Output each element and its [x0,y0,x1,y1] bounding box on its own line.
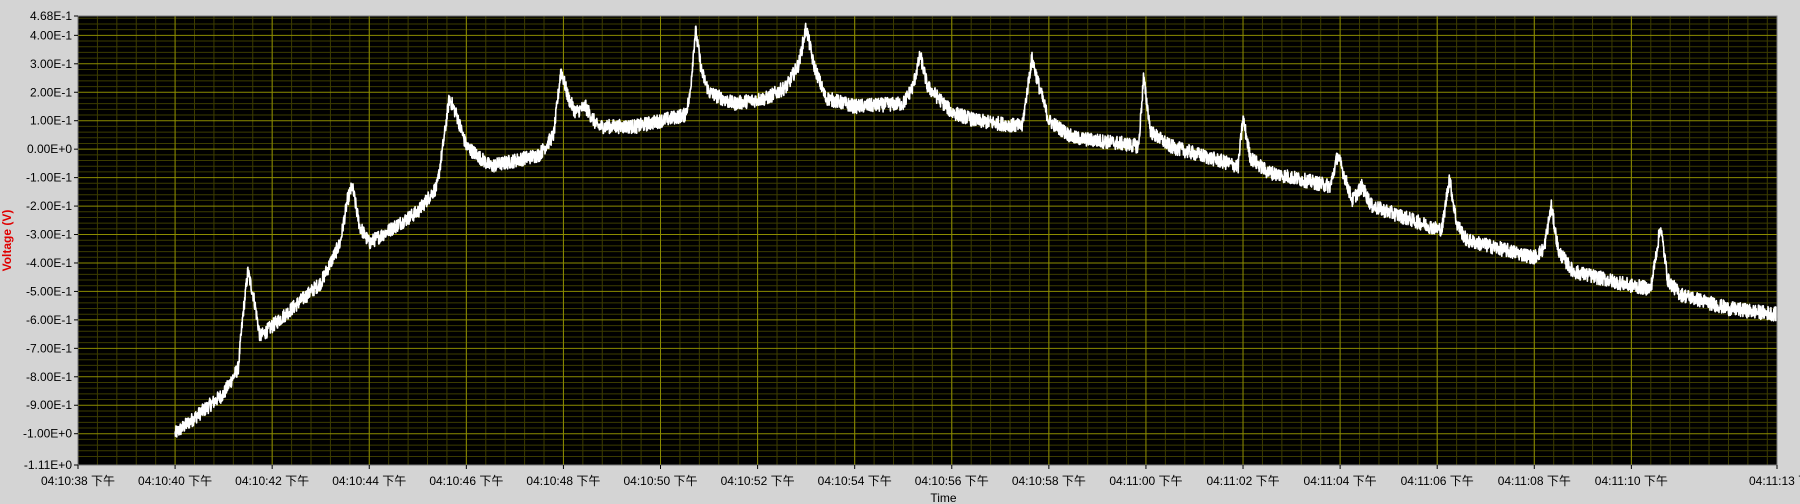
x-tick-label: 04:10:38 下午 [41,474,115,488]
x-tick-label: 04:10:40 下午 [138,474,212,488]
y-tick-label: 3.00E-1 [30,57,72,71]
y-tick-label: 0.00E+0 [27,142,72,156]
x-axis-ticks: 04:10:38 下午 04:10:40 下午 04:10:42 下午 04:10:4… [41,465,1800,488]
x-tick-label: 04:10:52 下午 [721,474,795,488]
x-tick-label: 04:10:56 下午 [915,474,989,488]
x-tick-label: 04:11:10 下午 [1595,474,1668,488]
y-tick-label: -7.00E-1 [26,341,72,355]
x-tick-label: 04:11:06 下午 [1401,474,1474,488]
x-tick-label: 04:11:08 下午 [1498,474,1571,488]
y-tick-label: -9.00E-1 [26,398,72,412]
y-tick-label: 4.68E-1 [30,9,72,23]
y-tick-label: -2.00E-1 [26,199,72,213]
y-tick-label: -8.00E-1 [26,370,72,384]
x-tick-label: 04:10:46 下午 [429,474,503,488]
y-tick-label: -1.00E+0 [23,427,72,441]
y-tick-label: -1.11E+0 [24,458,72,472]
x-tick-label: 04:11:00 下午 [1109,474,1182,488]
y-axis-ticks: 4.68E-1 4.00E-1 3.00E-1 2.00E-1 1.00E-1 0.00E… [23,9,78,472]
y-tick-label: 2.00E-1 [30,85,72,99]
x-tick-label: 04:10:44 下午 [332,474,406,488]
y-tick-label: 1.00E-1 [30,114,72,128]
x-tick-label: 04:10:48 下午 [526,474,600,488]
y-axis-label: Voltage (V) [0,210,14,272]
x-tick-label: 04:10:42 下午 [235,474,309,488]
x-tick-label: 04:11:13 下午 [1749,474,1800,488]
x-axis-label: Time [930,491,957,504]
y-tick-label: -3.00E-1 [26,228,72,242]
x-tick-label: 04:10:58 下午 [1012,474,1086,488]
x-tick-label: 04:10:50 下午 [623,474,697,488]
y-tick-label: -6.00E-1 [26,313,72,327]
y-tick-label: -1.00E-1 [26,171,72,185]
y-tick-label: 4.00E-1 [30,28,72,42]
x-tick-label: 04:11:02 下午 [1206,474,1279,488]
x-tick-label: 04:11:04 下午 [1304,474,1377,488]
y-tick-label: -4.00E-1 [26,256,72,270]
y-tick-label: -5.00E-1 [26,284,72,298]
x-tick-label: 04:10:54 下午 [818,474,892,488]
